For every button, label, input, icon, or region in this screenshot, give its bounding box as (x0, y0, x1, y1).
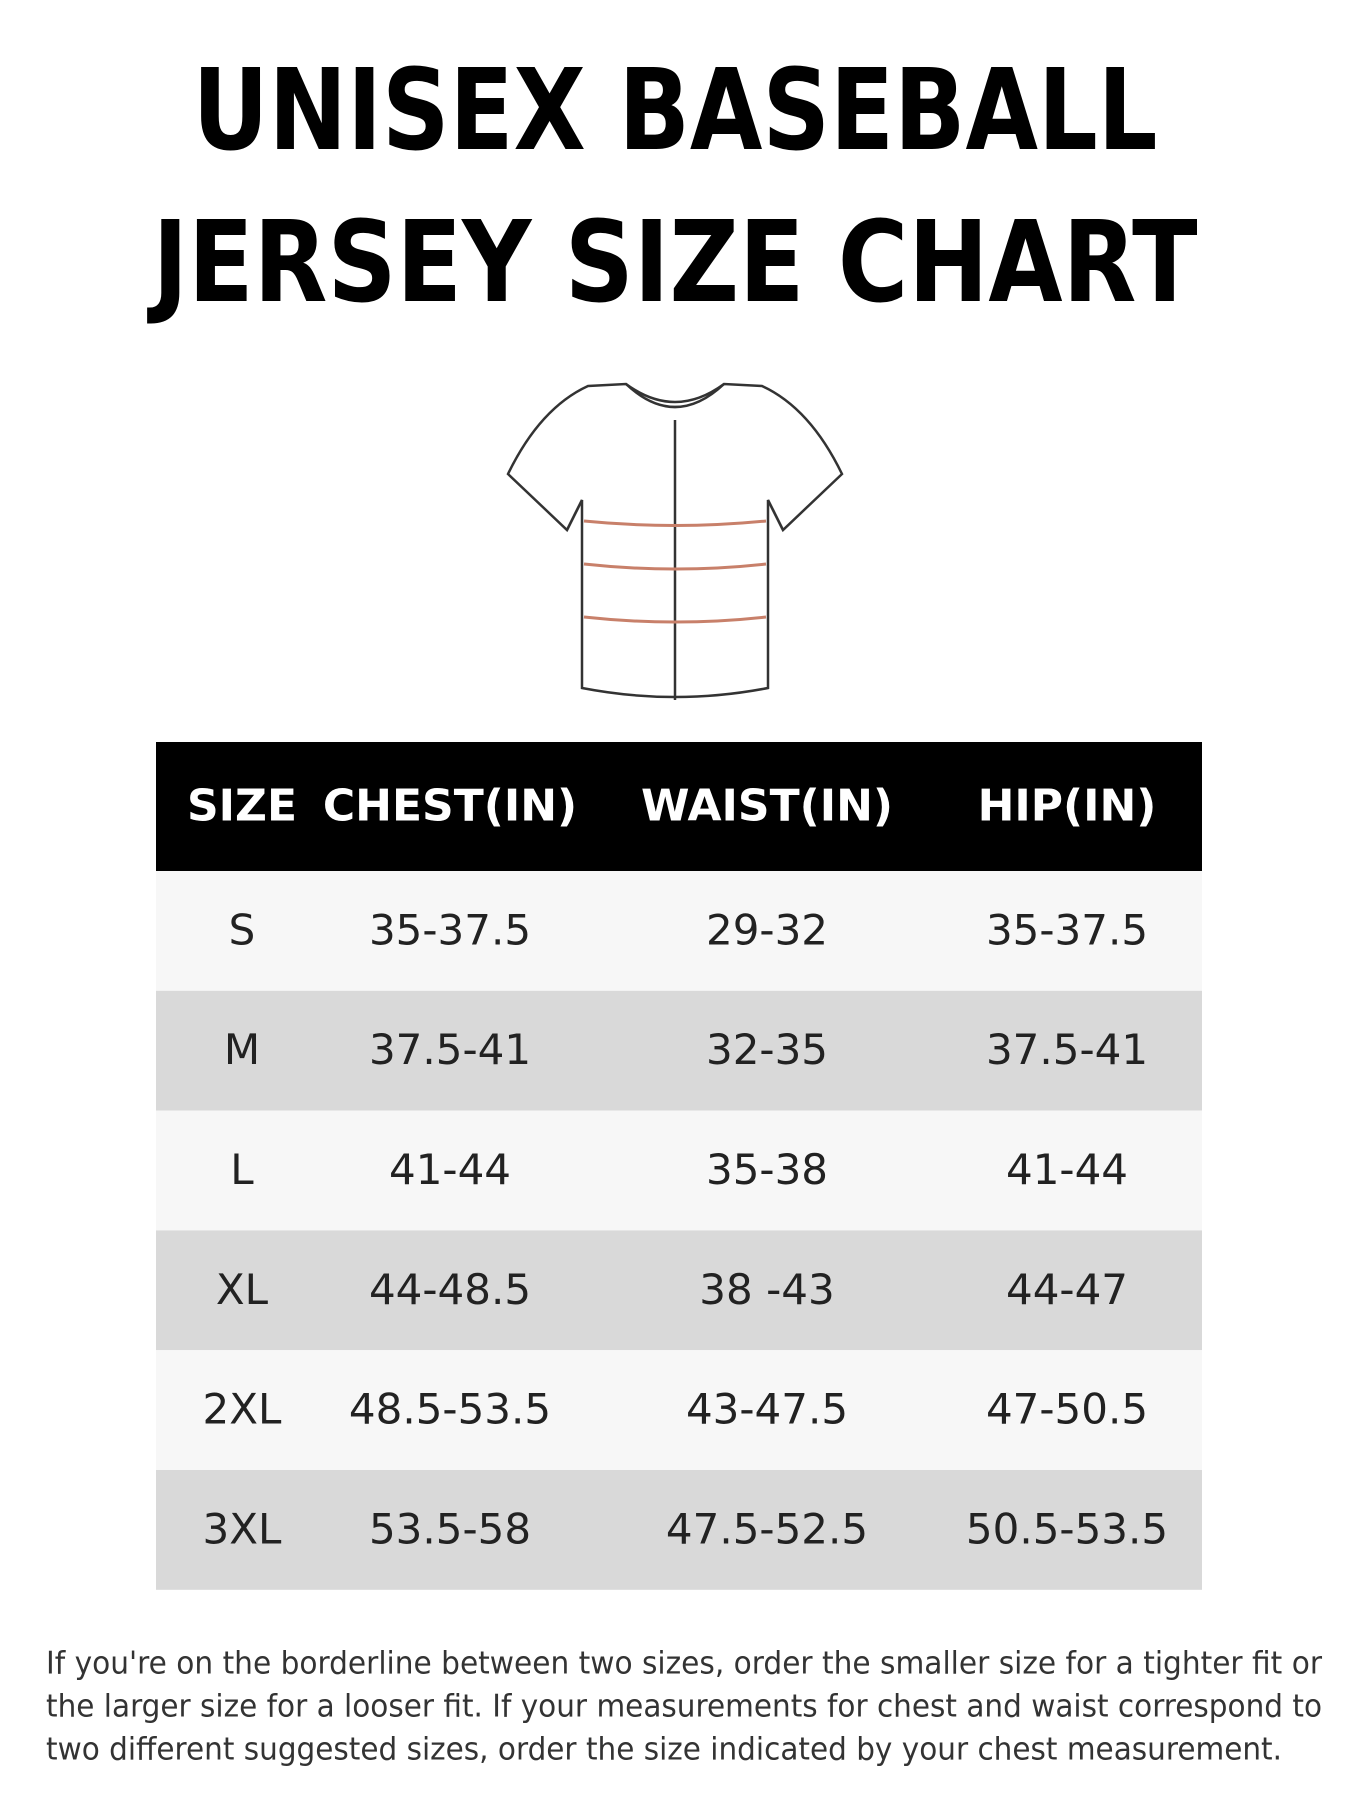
title-line: UNISEX BASEBALL (193, 46, 1158, 176)
table-row (156, 990, 1202, 1111)
measurement-cell: 43-47.5 (686, 1385, 848, 1434)
measurement-cell: 47.5-52.5 (666, 1504, 868, 1553)
measurement-cell: 48.5-53.5 (349, 1385, 551, 1434)
footnote: If you're on the borderline between two … (46, 1646, 1322, 1768)
measurement-cell: 38 -43 (699, 1265, 834, 1314)
jersey-illustration (506, 382, 844, 700)
measurement-cell: 37.5-41 (986, 1025, 1148, 1074)
size-table: SIZE CHEST(IN) WAIST(IN) HIP(IN) S 35-37.5 29-… (156, 742, 1202, 1590)
measure-lines (583, 519, 767, 624)
title-line: JERSEY SIZE CHART (147, 198, 1198, 328)
table-row (156, 1470, 1202, 1590)
size-cell: XL (216, 1265, 269, 1314)
note-line: the larger size for a looser fit. If you… (46, 1689, 1322, 1725)
size-cell: 2XL (203, 1385, 282, 1434)
table-row (156, 1230, 1202, 1351)
measurement-cell: 37.5-41 (369, 1025, 531, 1074)
measurement-cell: 44-48.5 (369, 1265, 531, 1314)
measurement-cell: 32-35 (706, 1025, 828, 1074)
measurement-cell: 47-50.5 (986, 1385, 1148, 1434)
measurement-cell: 41-44 (1006, 1145, 1128, 1194)
column-header: WAIST(IN) (641, 781, 893, 832)
column-header: HIP(IN) (978, 781, 1157, 832)
measurement-cell: 35-38 (706, 1145, 828, 1194)
note-line: two different suggested sizes, order the… (46, 1732, 1282, 1768)
note-line: If you're on the borderline between two … (46, 1646, 1322, 1682)
size-cell: M (224, 1025, 260, 1074)
measurement-cell: 44-47 (1006, 1265, 1128, 1314)
table-row (156, 871, 1202, 991)
measurement-cell: 29-32 (706, 905, 828, 954)
table-header (156, 742, 1202, 871)
measurement-cell: 50.5-53.5 (966, 1504, 1168, 1553)
measurement-cell: 35-37.5 (986, 905, 1148, 954)
column-header: SIZE (187, 781, 297, 832)
size-cell: L (230, 1145, 254, 1194)
size-cell: S (229, 905, 256, 954)
measurement-cell: 35-37.5 (369, 905, 531, 954)
table-row (156, 1350, 1202, 1470)
column-header: CHEST(IN) (323, 781, 577, 832)
table-row (156, 1110, 1202, 1231)
measurement-cell: 41-44 (389, 1145, 511, 1194)
measurement-cell: 53.5-58 (369, 1504, 531, 1553)
size-cell: 3XL (203, 1504, 282, 1553)
